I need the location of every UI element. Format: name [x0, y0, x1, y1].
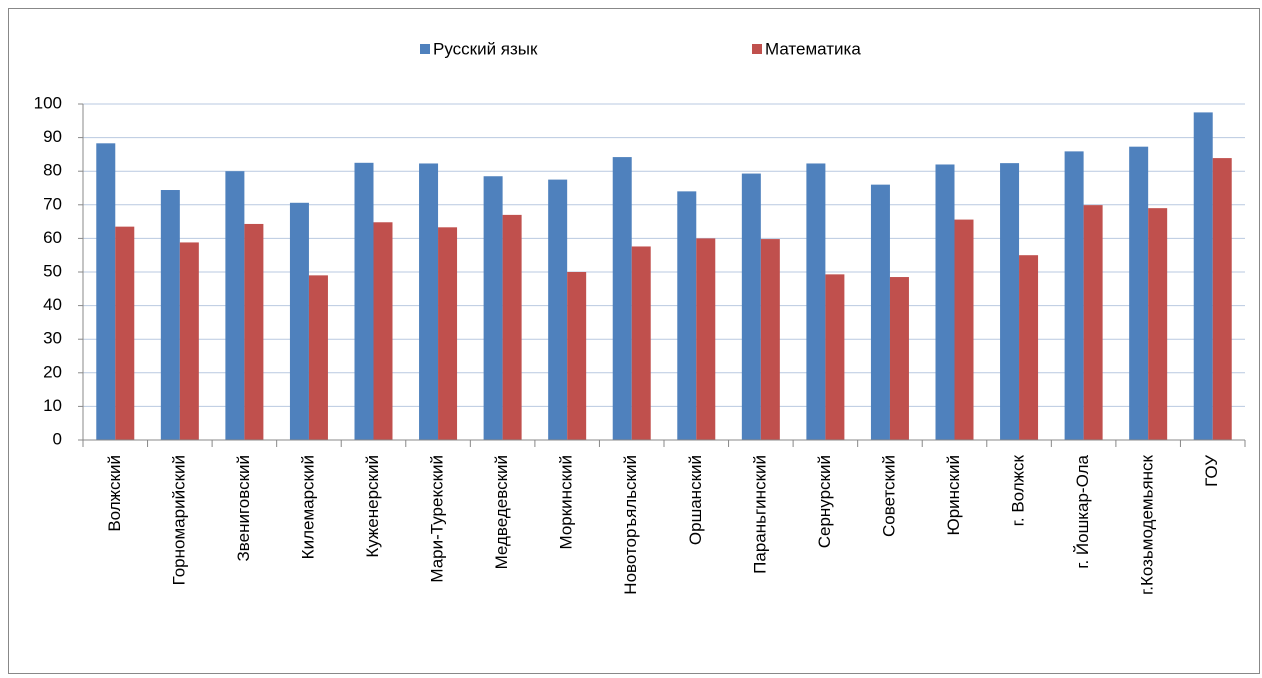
bar: [889, 277, 909, 440]
bar: [935, 164, 955, 441]
x-tick-label: Куженерский: [363, 455, 382, 558]
x-tick-label: Оршанский: [686, 455, 705, 545]
bar: [289, 202, 309, 440]
bar: [419, 163, 439, 441]
x-tick-label: Юринский: [944, 455, 963, 535]
bar: [1148, 208, 1168, 440]
bar: [954, 219, 974, 440]
bar: [483, 176, 503, 441]
x-tick-label: ГОУ: [1202, 455, 1221, 487]
x-tick-label: Сернурский: [815, 455, 834, 548]
x-tick-label: Медведевский: [492, 455, 511, 569]
bar: [806, 163, 826, 441]
bar: [179, 242, 199, 440]
x-tick-label: г. Йошкар-Ола: [1073, 454, 1092, 568]
bar: [502, 214, 522, 440]
bar: [225, 171, 245, 440]
bar: [1064, 151, 1084, 440]
y-tick-label: 0: [53, 429, 62, 448]
y-tick-label: 70: [43, 194, 62, 213]
x-tick-label: Моркинский: [557, 455, 576, 550]
y-tick-label: 100: [34, 93, 62, 112]
bar: [870, 184, 890, 440]
bar: [308, 275, 328, 440]
y-tick-label: 50: [43, 261, 62, 280]
x-tick-label: г. Волжск: [1009, 454, 1028, 526]
x-tick-label: Новоторъяльский: [621, 455, 640, 595]
x-tick-label: Мари-Турекский: [428, 455, 447, 583]
y-tick-label: 60: [43, 228, 62, 247]
y-tick-label: 40: [43, 295, 62, 314]
bar: [373, 222, 393, 440]
y-tick-label: 30: [43, 329, 62, 348]
bar: [1083, 205, 1103, 440]
bar: [244, 223, 264, 440]
bar: [612, 157, 632, 440]
bar: [677, 191, 697, 440]
y-tick-label: 80: [43, 161, 62, 180]
bar: [696, 238, 716, 440]
bar: [1212, 158, 1232, 440]
bar: [825, 274, 845, 440]
bar: [1000, 163, 1020, 441]
bar: [548, 179, 568, 440]
legend-swatch: [752, 44, 762, 54]
y-tick-label: 90: [43, 127, 62, 146]
bar: [438, 227, 458, 440]
x-tick-label: Горномарийский: [169, 455, 188, 585]
legend-label: Русский язык: [433, 39, 538, 58]
legend-swatch: [420, 44, 430, 54]
bar: [1193, 112, 1213, 441]
x-tick-label: Советский: [879, 455, 898, 537]
bar: [115, 226, 135, 440]
bar: [354, 162, 374, 441]
bar: [760, 239, 780, 440]
y-tick-label: 10: [43, 396, 62, 415]
y-tick-label: 20: [43, 362, 62, 381]
bar: [1129, 146, 1149, 440]
bar: [1019, 255, 1039, 440]
x-tick-label: Килемарский: [298, 455, 317, 559]
bar: [631, 246, 651, 440]
bar: [567, 272, 587, 440]
bar: [741, 173, 761, 440]
bar: [96, 143, 116, 440]
x-tick-label: г.Козьмодемьянск: [1138, 454, 1157, 594]
x-tick-label: Звениговский: [234, 455, 253, 562]
x-tick-label: Параньгинский: [750, 455, 769, 574]
x-tick-label: Волжский: [105, 455, 124, 532]
bar: [160, 190, 180, 440]
legend-label: Математика: [765, 39, 861, 58]
